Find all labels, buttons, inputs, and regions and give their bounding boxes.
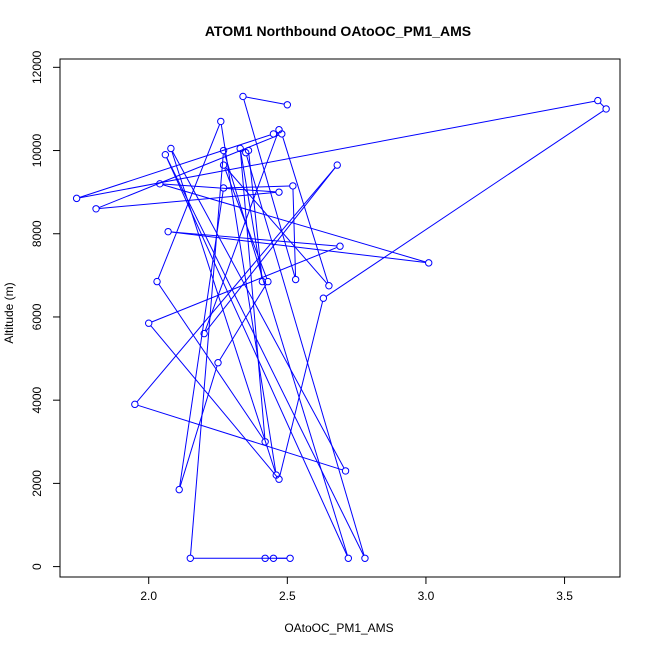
y-tick-label: 4000 [30, 387, 44, 414]
data-point [261, 554, 269, 562]
y-tick-label: 10000 [30, 134, 44, 168]
data-point [131, 400, 139, 409]
series-segment [171, 151, 345, 469]
data-point [286, 554, 294, 562]
data-point [92, 205, 100, 213]
data-point [258, 277, 267, 286]
data-point [594, 96, 602, 105]
data-point [219, 146, 228, 155]
series-segment [150, 325, 278, 478]
data-point [275, 475, 283, 483]
x-axis: 2.0 2.5 3.0 3.5 [140, 576, 573, 603]
data-series [72, 92, 610, 562]
y-tick-label: 6000 [30, 303, 44, 330]
data-point [283, 101, 292, 109]
data-point [319, 294, 328, 302]
series-segment [239, 151, 266, 439]
data-point [156, 180, 164, 188]
series-segment [246, 96, 285, 105]
series-segment [279, 301, 324, 477]
x-tick-label: 3.0 [418, 589, 435, 603]
series-segment [166, 157, 364, 556]
series-segment [171, 231, 426, 263]
data-point [239, 92, 247, 101]
series-segment [325, 110, 604, 297]
data-point [219, 161, 228, 169]
series-segment [136, 167, 336, 403]
data-point [264, 277, 272, 286]
series-segment [219, 284, 267, 361]
data-point [200, 329, 208, 338]
data-point [153, 277, 161, 286]
data-point [186, 554, 194, 562]
x-axis-label: OAtoOC_PM1_AMS [284, 621, 393, 635]
series-segment [171, 231, 337, 247]
data-point [278, 130, 286, 138]
data-point [175, 485, 183, 494]
series-segment [292, 189, 297, 277]
data-point [325, 282, 333, 290]
data-point [602, 105, 610, 113]
series-segment [179, 365, 218, 487]
series-segment [205, 167, 336, 332]
x-tick-label: 2.0 [140, 589, 157, 603]
series-segment [137, 404, 343, 471]
data-point [214, 359, 222, 367]
x-tick-label: 3.5 [556, 589, 573, 603]
series-segment [246, 155, 365, 556]
y-tick-label: 12000 [30, 50, 44, 84]
y-axis-label: Altitude (m) [2, 282, 16, 343]
data-point [425, 259, 433, 267]
data-point [217, 117, 225, 126]
series-segment [282, 136, 329, 283]
data-point [72, 194, 81, 203]
x-tick-label: 2.5 [279, 589, 296, 603]
data-point [344, 554, 353, 562]
series-segment [243, 99, 296, 277]
data-point [275, 188, 283, 196]
data-point [341, 467, 350, 475]
y-tick-label: 2000 [30, 470, 44, 497]
data-point [291, 275, 300, 284]
series-segment [225, 167, 328, 284]
series-segment [190, 153, 224, 556]
series-segment [99, 191, 276, 209]
series-segment [224, 167, 268, 279]
series-segment [158, 283, 264, 440]
series-segment [599, 102, 605, 108]
data-point [336, 242, 344, 250]
y-tick-label: 0 [30, 563, 44, 570]
y-tick-label: 8000 [30, 220, 44, 247]
data-point [236, 144, 244, 153]
series-segment [179, 191, 224, 487]
y-axis: 0 2000 4000 6000 8000 10000 12000 [30, 50, 61, 570]
series-segment [171, 151, 276, 473]
data-point [164, 227, 172, 236]
data-point [269, 130, 278, 138]
data-point [161, 150, 170, 159]
series-segment [204, 132, 279, 331]
data-point [289, 182, 297, 190]
data-point [219, 184, 228, 192]
series-segment [162, 183, 276, 193]
data-point [167, 144, 175, 153]
series-segment [157, 124, 221, 279]
series-segment [248, 153, 263, 279]
data-point [145, 319, 153, 327]
chart-title: ATOM1 Northbound OAtoOC_PM1_AMS [205, 23, 471, 39]
series-segment [166, 157, 348, 556]
data-point [269, 554, 278, 562]
data-point [244, 146, 253, 155]
series-segment [79, 100, 595, 199]
data-point [361, 554, 369, 562]
data-point [261, 438, 269, 446]
data-point [333, 161, 341, 169]
series-segment [226, 185, 290, 189]
